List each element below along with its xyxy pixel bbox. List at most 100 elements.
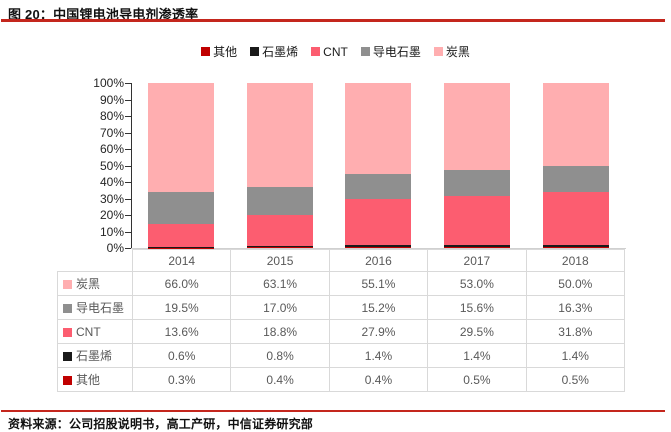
value-cell: 15.2% bbox=[329, 296, 427, 320]
bar-segment-其他 bbox=[345, 247, 411, 248]
series-name: 炭黑 bbox=[76, 277, 100, 291]
value-cell: 1.4% bbox=[526, 344, 624, 368]
table-year-header: 2015 bbox=[231, 250, 329, 272]
y-axis-tick-label: 50% bbox=[60, 159, 124, 173]
y-axis-tick-mark bbox=[125, 199, 131, 200]
bar-column-2017 bbox=[428, 83, 527, 248]
series-label-cell: CNT bbox=[58, 320, 133, 344]
bar-segment-炭黑 bbox=[148, 83, 214, 192]
series-name: 其他 bbox=[76, 373, 100, 387]
bar-column-2014 bbox=[132, 83, 231, 248]
value-cell: 19.5% bbox=[133, 296, 231, 320]
value-cell: 53.0% bbox=[428, 272, 526, 296]
y-axis-tick-mark bbox=[125, 149, 131, 150]
y-axis-tick-mark bbox=[125, 166, 131, 167]
value-cell: 29.5% bbox=[428, 320, 526, 344]
bar-segment-导电石墨 bbox=[148, 192, 214, 224]
legend-label: 导电石墨 bbox=[373, 43, 421, 60]
y-axis-tick-label: 40% bbox=[60, 175, 124, 189]
y-axis-tick-mark bbox=[125, 83, 131, 84]
value-cell: 17.0% bbox=[231, 296, 329, 320]
legend-item-其他: 其他 bbox=[201, 43, 237, 60]
series-label-cell: 其他 bbox=[58, 368, 133, 392]
bar-segment-CNT bbox=[543, 192, 609, 244]
table-year-header: 2014 bbox=[133, 250, 231, 272]
value-cell: 1.4% bbox=[329, 344, 427, 368]
value-cell: 1.4% bbox=[428, 344, 526, 368]
stacked-bar-2014 bbox=[148, 83, 214, 248]
legend-label: 炭黑 bbox=[446, 43, 470, 60]
bar-segment-其他 bbox=[543, 247, 609, 248]
y-axis-tick-mark bbox=[125, 215, 131, 216]
bar-segment-CNT bbox=[148, 224, 214, 246]
bar-segment-导电石墨 bbox=[444, 170, 510, 196]
value-cell: 50.0% bbox=[526, 272, 624, 296]
value-cell: 0.6% bbox=[133, 344, 231, 368]
bar-segment-炭黑 bbox=[543, 83, 609, 166]
legend-swatch-icon bbox=[434, 47, 443, 56]
value-cell: 15.6% bbox=[428, 296, 526, 320]
legend-swatch-icon bbox=[250, 47, 259, 56]
value-cell: 0.4% bbox=[231, 368, 329, 392]
stacked-bar-2016 bbox=[345, 83, 411, 248]
y-axis-tick-label: 30% bbox=[60, 192, 124, 206]
bar-segment-其他 bbox=[247, 247, 313, 248]
bar-segment-炭黑 bbox=[247, 83, 313, 187]
legend-swatch-icon bbox=[311, 47, 320, 56]
stacked-bar-2017 bbox=[444, 83, 510, 248]
legend-label: 其他 bbox=[213, 43, 237, 60]
value-cell: 16.3% bbox=[526, 296, 624, 320]
y-axis-tick-mark bbox=[125, 248, 131, 249]
bottom-divider-rule bbox=[1, 410, 665, 412]
series-marker-icon bbox=[63, 376, 72, 385]
y-axis-tick-label: 80% bbox=[60, 109, 124, 123]
value-cell: 31.8% bbox=[526, 320, 624, 344]
bar-segment-导电石墨 bbox=[247, 187, 313, 215]
value-cell: 13.6% bbox=[133, 320, 231, 344]
value-cell: 63.1% bbox=[231, 272, 329, 296]
bar-segment-炭黑 bbox=[444, 83, 510, 170]
legend-item-石墨烯: 石墨烯 bbox=[250, 43, 298, 60]
legend-swatch-icon bbox=[361, 47, 370, 56]
value-cell: 0.5% bbox=[428, 368, 526, 392]
value-cell: 0.5% bbox=[526, 368, 624, 392]
legend-label: CNT bbox=[323, 45, 348, 59]
legend-item-导电石墨: 导电石墨 bbox=[361, 43, 421, 60]
series-name: 石墨烯 bbox=[76, 349, 112, 363]
bar-segment-炭黑 bbox=[345, 83, 411, 174]
value-cell: 27.9% bbox=[329, 320, 427, 344]
bar-column-2016 bbox=[329, 83, 428, 248]
bar-segment-CNT bbox=[345, 199, 411, 245]
bar-segment-其他 bbox=[444, 247, 510, 248]
series-marker-icon bbox=[63, 328, 72, 337]
bar-column-2015 bbox=[231, 83, 330, 248]
series-marker-icon bbox=[63, 280, 72, 289]
table-year-header: 2018 bbox=[526, 250, 624, 272]
bar-segment-导电石墨 bbox=[543, 166, 609, 193]
value-cell: 0.4% bbox=[329, 368, 427, 392]
y-axis-tick-mark bbox=[125, 232, 131, 233]
y-axis-tick-label: 70% bbox=[60, 126, 124, 140]
y-axis-tick-label: 20% bbox=[60, 208, 124, 222]
y-axis-tick-label: 100% bbox=[60, 76, 124, 90]
series-label-cell: 石墨烯 bbox=[58, 344, 133, 368]
y-axis-tick-label: 10% bbox=[60, 225, 124, 239]
value-cell: 0.8% bbox=[231, 344, 329, 368]
table-year-header: 2017 bbox=[428, 250, 526, 272]
y-axis-tick-label: 90% bbox=[60, 93, 124, 107]
legend-item-CNT: CNT bbox=[311, 45, 348, 59]
y-axis-tick-mark bbox=[125, 100, 131, 101]
bar-segment-CNT bbox=[247, 215, 313, 246]
bar-segment-导电石墨 bbox=[345, 174, 411, 199]
legend-swatch-icon bbox=[201, 47, 210, 56]
series-marker-icon bbox=[63, 304, 72, 313]
legend-label: 石墨烯 bbox=[262, 43, 298, 60]
source-note: 资料来源：公司招股说明书，高工产研，中信证券研究部 bbox=[8, 415, 313, 432]
value-cell: 55.1% bbox=[329, 272, 427, 296]
stacked-bar-plot bbox=[132, 83, 625, 248]
